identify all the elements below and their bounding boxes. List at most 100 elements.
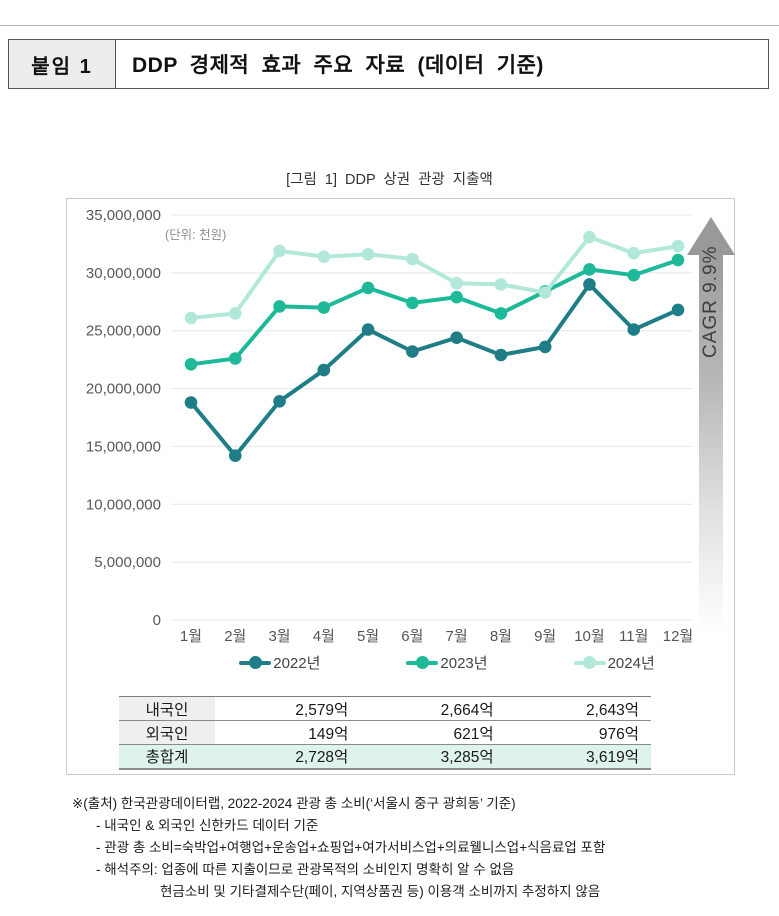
svg-text:4월: 4월 bbox=[313, 628, 335, 645]
cagr-arrow-body-icon bbox=[699, 253, 723, 633]
legend-label: 2022년 bbox=[273, 655, 321, 672]
data-point bbox=[228, 352, 242, 365]
row-value: 621억 bbox=[360, 720, 506, 745]
svg-text:1월: 1월 bbox=[180, 628, 202, 645]
svg-text:12월: 12월 bbox=[663, 628, 694, 645]
svg-text:9월: 9월 bbox=[534, 628, 556, 645]
data-point bbox=[583, 278, 596, 291]
svg-text:5,000,000: 5,000,000 bbox=[94, 554, 161, 571]
page-title: DDP 경제적 효과 주요 자료 (데이터 기준) bbox=[132, 54, 544, 77]
attachment-header: 붙임 1 DDP 경제적 효과 주요 자료 (데이터 기준) bbox=[8, 39, 769, 89]
row-value: 149억 bbox=[215, 720, 361, 745]
svg-text:20,000,000: 20,000,000 bbox=[86, 381, 161, 398]
svg-text:6월: 6월 bbox=[401, 628, 423, 645]
row-label: 외국인 bbox=[119, 720, 215, 745]
footnote-source: ※(출처) 한국관광데이터랩, 2022-2024 관광 총 소비(‘서울시 중… bbox=[72, 796, 516, 811]
data-point bbox=[494, 278, 508, 291]
row-value: 3,285억 bbox=[360, 744, 506, 769]
data-point bbox=[184, 396, 198, 409]
data-point bbox=[538, 340, 552, 354]
x-axis-labels: 1월 2월 3월 4월 5월 6월 7월 8월 9월 10월 11월 12월 bbox=[180, 628, 693, 645]
legend-item-2023년: 2023년 bbox=[406, 652, 488, 673]
legend-item-2024년: 2024년 bbox=[573, 652, 655, 673]
attachment-label: 붙임 1 bbox=[9, 40, 116, 88]
svg-text:35,000,000: 35,000,000 bbox=[86, 207, 161, 224]
svg-text:25,000,000: 25,000,000 bbox=[86, 323, 161, 340]
data-point bbox=[538, 286, 552, 299]
data-point bbox=[406, 345, 419, 358]
data-point bbox=[450, 277, 463, 290]
row-value: 2,728억 bbox=[215, 744, 361, 769]
data-point bbox=[317, 301, 331, 314]
footnote-item: - 내국인 & 외국인 신한카드 데이터 기준 bbox=[96, 818, 319, 833]
footnote-item: - 관광 총 소비=숙박업+여행업+운송업+쇼핑업+여가서비스업+의료웰니스업+… bbox=[96, 840, 606, 855]
row-value: 976억 bbox=[505, 720, 651, 745]
svg-text:15,000,000: 15,000,000 bbox=[86, 438, 161, 455]
svg-text:8월: 8월 bbox=[490, 628, 512, 645]
footnotes: ※(출처) 한국관광데이터랩, 2022-2024 관광 총 소비(‘서울시 중… bbox=[72, 793, 732, 903]
unit-label: (단위: 천원) bbox=[165, 227, 226, 242]
data-point bbox=[583, 230, 596, 244]
table-row: 내국인 2,579억 2,664억 2,643억 bbox=[119, 696, 651, 721]
svg-text:30,000,000: 30,000,000 bbox=[86, 265, 161, 282]
legend-label: 2024년 bbox=[607, 655, 655, 672]
row-label: 총합계 bbox=[119, 744, 215, 769]
svg-text:10,000,000: 10,000,000 bbox=[86, 496, 161, 513]
legend-marker-icon bbox=[406, 656, 439, 669]
data-point bbox=[450, 290, 463, 304]
data-point bbox=[583, 263, 596, 276]
gridlines bbox=[171, 214, 692, 621]
row-value: 2,664억 bbox=[360, 696, 506, 721]
data-point bbox=[406, 296, 419, 310]
data-point bbox=[317, 250, 331, 263]
svg-text:0: 0 bbox=[153, 612, 161, 629]
series-2022년 bbox=[184, 278, 685, 462]
footnote-continuation: 현금소비 및 기타결제수단(페이, 지역상품권 등) 이용객 소비까지 추정하지… bbox=[160, 884, 601, 899]
footnote-item: - 해석주의: 업종에 따른 지출이므로 관광목적의 소비인지 명확히 알 수 … bbox=[96, 862, 515, 877]
data-point bbox=[627, 246, 641, 260]
svg-text:10월: 10월 bbox=[574, 628, 605, 645]
data-point bbox=[273, 300, 286, 313]
svg-text:5월: 5월 bbox=[357, 628, 379, 645]
data-point bbox=[361, 323, 375, 336]
data-point bbox=[671, 239, 685, 253]
spending-chart-svg: 0 5,000,000 10,000,000 15,000,000 20,000,000… bbox=[86, 207, 693, 645]
chart-panel: 0 5,000,000 10,000,000 15,000,000 20,000,000… bbox=[66, 198, 735, 775]
data-point bbox=[671, 253, 685, 267]
data-point bbox=[317, 363, 331, 377]
data-point bbox=[627, 268, 641, 282]
data-point bbox=[361, 248, 375, 261]
svg-text:2월: 2월 bbox=[224, 628, 246, 645]
data-point bbox=[671, 303, 685, 317]
summary-table-body: 내국인 2,579억 2,664억 2,643억 외국인 149억 621억 976억 총합계 2… bbox=[119, 696, 651, 769]
data-point bbox=[228, 449, 242, 462]
row-label: 내국인 bbox=[119, 696, 215, 721]
data-point bbox=[494, 307, 508, 320]
svg-text:11월: 11월 bbox=[619, 628, 648, 645]
row-value: 2,643억 bbox=[505, 696, 651, 721]
row-value: 2,579억 bbox=[215, 696, 361, 721]
series-2024년 bbox=[184, 230, 685, 325]
table-row: 외국인 149억 621억 976억 bbox=[119, 720, 651, 745]
legend-label: 2023년 bbox=[440, 655, 488, 672]
legend-marker-icon bbox=[239, 656, 272, 669]
svg-text:3월: 3월 bbox=[268, 628, 290, 645]
spending-summary-table: 내국인 2,579억 2,664억 2,643억 외국인 149억 621억 976억 총합계 2… bbox=[119, 696, 651, 770]
data-point bbox=[361, 281, 375, 295]
y-axis-ticks: 0 5,000,000 10,000,000 15,000,000 20,000,000… bbox=[86, 207, 161, 629]
table-row: 총합계 2,728억 3,285억 3,619억 bbox=[119, 744, 651, 769]
legend-item-2022년: 2022년 bbox=[239, 652, 320, 673]
data-point bbox=[184, 311, 198, 325]
data-point bbox=[273, 244, 286, 258]
data-point bbox=[228, 307, 242, 320]
svg-text:7월: 7월 bbox=[446, 628, 468, 645]
data-point bbox=[450, 331, 463, 344]
data-point bbox=[184, 358, 198, 371]
legend-marker-icon bbox=[573, 656, 606, 669]
data-point bbox=[627, 323, 641, 336]
top-divider bbox=[0, 25, 779, 26]
figure-caption: [그림 1] DDP 상권 관광 지출액 bbox=[286, 172, 493, 188]
data-point bbox=[494, 348, 508, 362]
data-point bbox=[406, 252, 419, 266]
